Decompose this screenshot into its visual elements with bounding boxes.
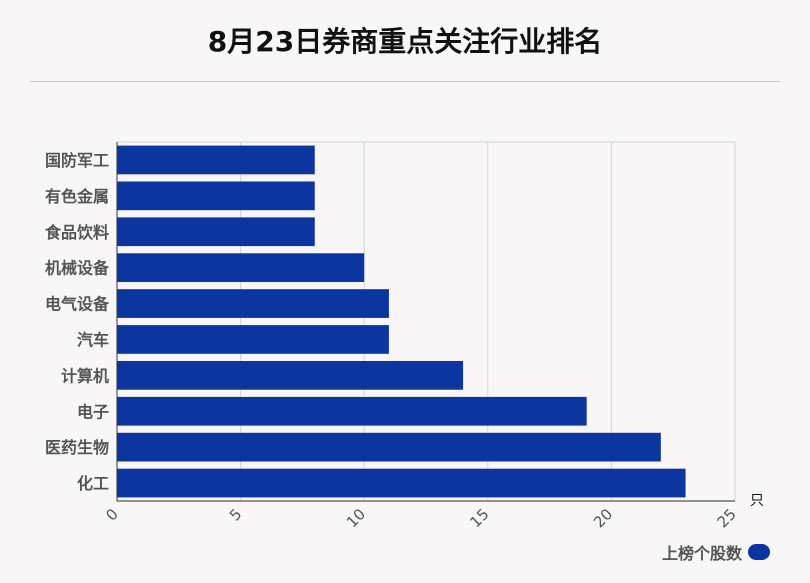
- x-tick-label: 20: [590, 505, 616, 531]
- x-tick-label: 25: [714, 505, 740, 531]
- bar: [117, 360, 464, 390]
- x-tick-label: 0: [102, 505, 121, 524]
- legend[interactable]: 上榜个股数: [662, 540, 770, 564]
- legend-label: 上榜个股数: [661, 544, 742, 563]
- title-divider: [30, 81, 780, 82]
- category-label: 计算机: [61, 366, 109, 385]
- bar: [117, 289, 389, 318]
- bar: [117, 181, 315, 211]
- legend-swatch: [748, 544, 770, 560]
- category-label: 食品饮料: [44, 223, 109, 242]
- bar: [117, 145, 315, 175]
- bar: [117, 432, 661, 462]
- category-label: 有色金属: [45, 187, 109, 206]
- x-tick-label: 5: [226, 505, 245, 524]
- category-label: 医药生物: [45, 438, 109, 457]
- category-label: 汽车: [77, 330, 109, 349]
- category-label: 国防军工: [45, 151, 109, 170]
- bar: [117, 253, 365, 283]
- bar: [117, 217, 315, 247]
- category-label: 化工: [77, 474, 109, 493]
- category-label: 电气设备: [45, 295, 110, 314]
- x-tick-label: 10: [343, 505, 369, 531]
- x-tick-label: 15: [466, 505, 492, 531]
- bar: [117, 468, 686, 498]
- chart-title: 8月23日券商重点关注行业排名: [207, 25, 603, 58]
- category-label: 机械设备: [45, 259, 110, 278]
- bar: [117, 396, 587, 426]
- bar: [117, 325, 389, 354]
- category-label: 电子: [77, 402, 109, 421]
- x-unit-label: 只: [750, 493, 764, 509]
